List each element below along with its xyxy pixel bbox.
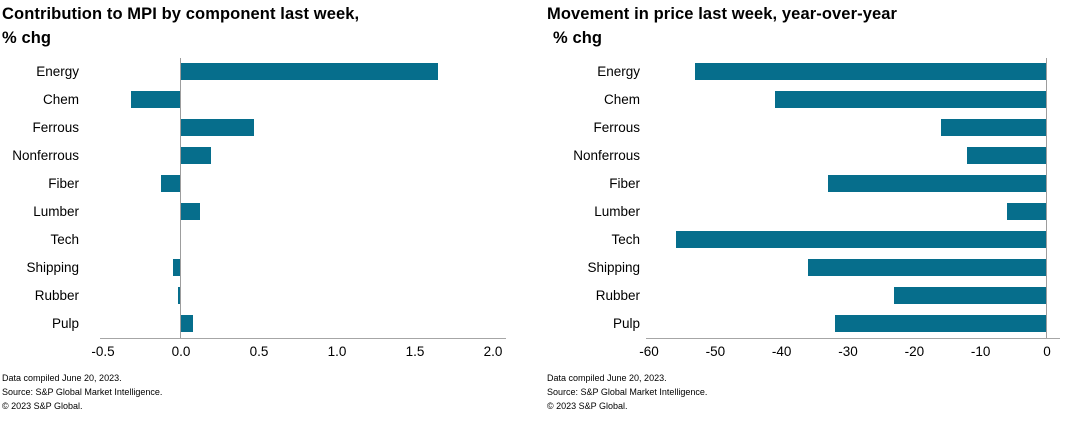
chart-title: Contribution to MPI by component last we… bbox=[2, 5, 360, 23]
x-tick-label: 2.0 bbox=[483, 344, 503, 359]
category-label: Nonferrous bbox=[573, 148, 640, 163]
bar-row bbox=[649, 254, 1047, 282]
bar bbox=[181, 119, 255, 136]
x-axis-line bbox=[646, 338, 1060, 339]
footnotes: Data compiled June 20, 2023. Source: S&P… bbox=[2, 371, 162, 413]
bar-row bbox=[649, 226, 1047, 254]
category-label: Pulp bbox=[612, 316, 640, 331]
bar-row bbox=[103, 114, 493, 142]
category-label: Fiber bbox=[48, 176, 79, 191]
x-tick-label: -50 bbox=[705, 344, 726, 359]
category-label: Tech bbox=[611, 232, 640, 247]
x-tick-label: -10 bbox=[970, 344, 991, 359]
x-tick-label: -60 bbox=[639, 344, 659, 359]
x-axis-ticks: -60 -50 -40 -30 -20 -10 0 bbox=[639, 344, 1051, 362]
bar-row bbox=[649, 142, 1047, 170]
chart-subtitle: % chg bbox=[2, 29, 52, 47]
bar bbox=[177, 287, 181, 304]
category-label: Ferrous bbox=[593, 120, 640, 135]
x-tick-label: -20 bbox=[904, 344, 925, 359]
category-labels: Energy Chem Ferrous Nonferrous Fiber Lumber Te… bbox=[534, 58, 640, 338]
bar bbox=[181, 147, 211, 164]
bar bbox=[1007, 203, 1047, 220]
category-label: Pulp bbox=[51, 316, 79, 331]
bar bbox=[173, 259, 181, 276]
category-label: Tech bbox=[50, 232, 79, 247]
footnote-source: Source: S&P Global Market Intelligence. bbox=[547, 387, 708, 397]
bar-row bbox=[103, 254, 493, 282]
x-tick-label: -30 bbox=[838, 344, 858, 359]
category-label: Energy bbox=[597, 64, 640, 79]
x-tick-label: 0.0 bbox=[171, 344, 191, 359]
category-label: Shipping bbox=[587, 260, 640, 275]
bar bbox=[675, 231, 1047, 248]
plot-area bbox=[100, 58, 506, 339]
x-tick-label: 0 bbox=[1043, 344, 1051, 359]
category-labels: Energy Chem Ferrous Nonferrous Fiber Lumber Te… bbox=[0, 58, 79, 338]
category-label: Chem bbox=[603, 92, 640, 107]
bar-row bbox=[649, 282, 1047, 310]
x-axis-line bbox=[100, 338, 506, 339]
bar-row bbox=[103, 310, 493, 338]
bar bbox=[695, 63, 1047, 80]
plot-area bbox=[646, 58, 1060, 339]
category-label: Shipping bbox=[26, 260, 79, 275]
bar bbox=[940, 119, 1047, 136]
bar bbox=[894, 287, 1047, 304]
bar bbox=[181, 315, 194, 332]
bar bbox=[808, 259, 1047, 276]
bar-row bbox=[103, 86, 493, 114]
chart-subtitle: % chg bbox=[553, 29, 603, 47]
footnote-copyright: © 2023 S&P Global. bbox=[547, 401, 628, 411]
bar-row bbox=[649, 86, 1047, 114]
bar-row bbox=[649, 170, 1047, 198]
chart-panel-movement: Movement in price last week, year-over-y… bbox=[534, 0, 1068, 427]
zero-axis-line bbox=[1046, 58, 1047, 338]
bar-row bbox=[103, 170, 493, 198]
footnotes: Data compiled June 20, 2023. Source: S&P… bbox=[547, 371, 707, 413]
category-label: Rubber bbox=[595, 288, 640, 303]
bar bbox=[834, 315, 1047, 332]
bar-row bbox=[103, 142, 493, 170]
category-label: Ferrous bbox=[32, 120, 79, 135]
footnote-copyright: © 2023 S&P Global. bbox=[2, 401, 83, 411]
bar-row bbox=[649, 310, 1047, 338]
category-label: Rubber bbox=[34, 288, 79, 303]
bar-row bbox=[103, 226, 493, 254]
category-label: Energy bbox=[36, 64, 79, 79]
x-axis-ticks: -0.5 0.0 0.5 1.0 1.5 2.0 bbox=[91, 344, 502, 362]
bar bbox=[181, 203, 200, 220]
bar bbox=[775, 91, 1047, 108]
footnote-source: Source: S&P Global Market Intelligence. bbox=[2, 387, 163, 397]
footnote-compiled: Data compiled June 20, 2023. bbox=[2, 373, 122, 383]
bar-row bbox=[103, 282, 493, 310]
category-label: Chem bbox=[42, 92, 79, 107]
bar-row bbox=[649, 198, 1047, 226]
x-tick-label: -0.5 bbox=[91, 344, 115, 359]
zero-axis-line bbox=[180, 58, 181, 338]
x-tick-label: -40 bbox=[771, 344, 792, 359]
bar bbox=[181, 63, 439, 80]
category-label: Lumber bbox=[594, 204, 640, 219]
bar-row bbox=[103, 198, 493, 226]
category-label: Nonferrous bbox=[12, 148, 79, 163]
x-tick-label: 0.5 bbox=[249, 344, 269, 359]
x-tick-label: 1.0 bbox=[327, 344, 347, 359]
bar bbox=[131, 91, 181, 108]
bar bbox=[160, 175, 181, 192]
category-label: Lumber bbox=[33, 204, 79, 219]
bar bbox=[967, 147, 1047, 164]
bar bbox=[828, 175, 1047, 192]
bar-row bbox=[649, 114, 1047, 142]
chart-title: Movement in price last week, year-over-y… bbox=[547, 5, 898, 23]
x-tick-label: 1.5 bbox=[405, 344, 425, 359]
chart-panel-contribution: Contribution to MPI by component last we… bbox=[0, 5, 506, 413]
bar-row bbox=[649, 58, 1047, 86]
footnote-compiled: Data compiled June 20, 2023. bbox=[547, 373, 667, 383]
category-label: Fiber bbox=[609, 176, 640, 191]
bar-row bbox=[103, 58, 493, 86]
